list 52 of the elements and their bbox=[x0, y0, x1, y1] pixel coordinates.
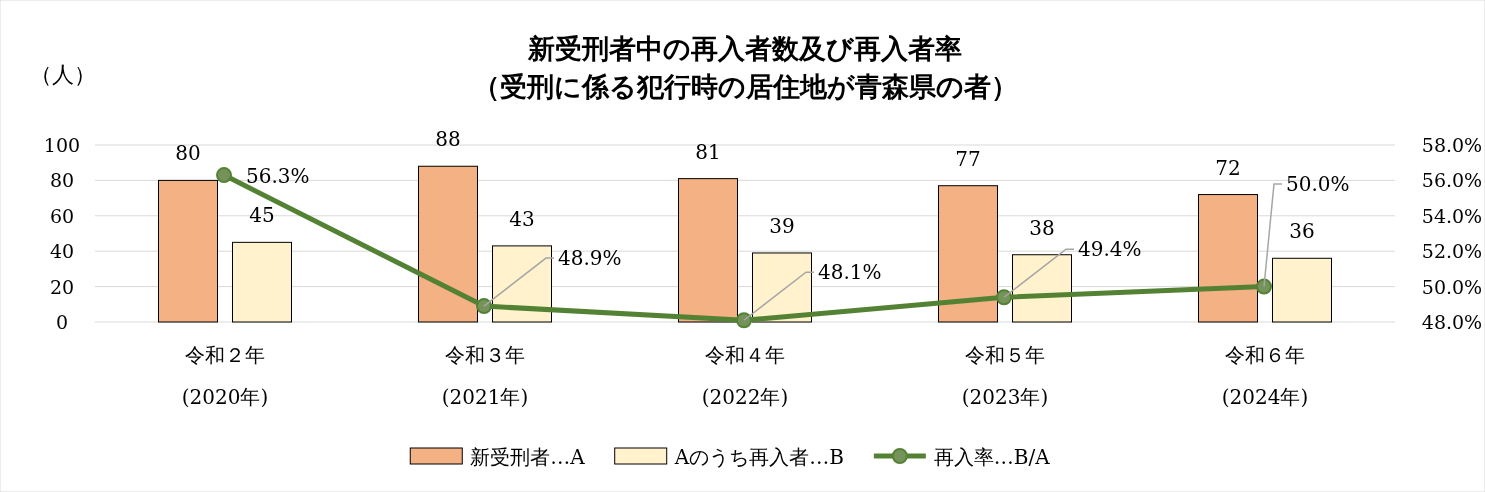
y-axis-title: （人） bbox=[30, 62, 96, 87]
y-tick-label: 80 bbox=[49, 169, 75, 192]
point bbox=[996, 289, 1012, 306]
y2-tick-label: 48.0% bbox=[1421, 311, 1483, 333]
data-label: 56.3% bbox=[246, 164, 310, 189]
point bbox=[476, 298, 492, 315]
point bbox=[736, 312, 752, 329]
y-tick-label: 60 bbox=[49, 204, 75, 227]
y2-tick-label: 58.0% bbox=[1421, 134, 1483, 156]
bar bbox=[1198, 194, 1258, 323]
y-tick-label: 0 bbox=[55, 311, 69, 333]
data-label: 77 bbox=[955, 146, 981, 171]
data-label: 72 bbox=[1215, 155, 1241, 180]
point bbox=[1256, 278, 1272, 295]
y-tick-label: 100 bbox=[43, 134, 81, 156]
data-label: 88 bbox=[435, 127, 461, 152]
data-label: 39 bbox=[769, 213, 795, 238]
x-tick-label: 令和３年 (2021年) bbox=[441, 343, 529, 409]
data-label: 48.1% bbox=[818, 260, 882, 285]
legend-label: 新受刑者…A bbox=[470, 445, 586, 469]
chart-title: 新受刑者中の再入者数及び再入者率 bbox=[527, 34, 962, 64]
y-tick-label: 20 bbox=[49, 275, 75, 298]
bar bbox=[492, 245, 552, 323]
y-tick-label: 40 bbox=[49, 240, 75, 263]
point bbox=[216, 167, 232, 184]
data-label: 48.9% bbox=[558, 246, 622, 271]
data-label: 81 bbox=[695, 139, 721, 164]
y2-tick-label: 54.0% bbox=[1421, 204, 1483, 227]
data-label: 45 bbox=[249, 203, 275, 228]
data-label: 49.4% bbox=[1078, 237, 1142, 262]
data-label: 80 bbox=[175, 141, 201, 166]
x-tick-label: 令和４年 (2022年) bbox=[701, 343, 789, 409]
chart-subtitle: （受刑に係る犯行時の居住地が青森県の者） bbox=[472, 72, 1018, 102]
data-label: 43 bbox=[509, 206, 535, 231]
data-label: 36 bbox=[1289, 219, 1315, 244]
y2-tick-label: 52.0% bbox=[1421, 240, 1483, 263]
bar bbox=[418, 165, 478, 323]
bar bbox=[1272, 257, 1332, 323]
data-label: 38 bbox=[1029, 215, 1055, 240]
bar bbox=[938, 185, 998, 323]
x-tick-label: 令和５年 (2023年) bbox=[961, 343, 1049, 409]
legend-label: 再入率…B/A bbox=[933, 445, 1051, 469]
bar bbox=[232, 241, 292, 323]
x-tick-label: 令和２年 (2020年) bbox=[181, 343, 269, 409]
y2-tick-label: 56.0% bbox=[1421, 169, 1483, 192]
data-label: 50.0% bbox=[1286, 172, 1350, 196]
bar bbox=[1012, 254, 1072, 323]
legend-label: Aのうち再入者…B bbox=[673, 445, 844, 469]
y2-tick-label: 50.0% bbox=[1421, 275, 1483, 298]
bar bbox=[678, 178, 738, 323]
bar bbox=[158, 179, 218, 323]
x-tick-label: 令和６年 (2024年) bbox=[1221, 343, 1309, 409]
